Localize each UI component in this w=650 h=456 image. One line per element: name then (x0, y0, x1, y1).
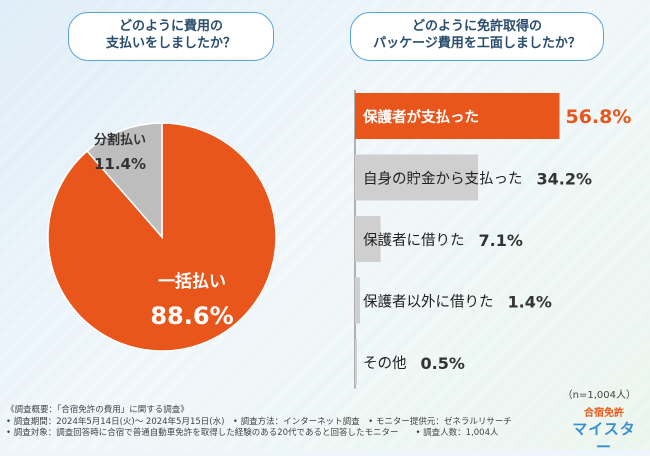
bar-category-label: 自身の貯金から支払った (363, 171, 523, 188)
left-title-line1: どのように費用の (118, 19, 223, 34)
bar-value-label: 7.1% (479, 231, 523, 250)
right-chart-title: どのように免許取得の パッケージ費用を工面しましたか？ (350, 12, 604, 61)
bar-value-label: 0.5% (421, 354, 465, 373)
pie-label-value: 88.6% (150, 302, 233, 330)
left-title-line2: 支払いをしましたか？ (105, 36, 236, 51)
bar-category-label: 保護者以外に借りた (363, 294, 494, 311)
pie-slice-1 (86, 122, 163, 240)
bar-value-label: 1.4% (508, 293, 552, 312)
right-title-line1: どのように免許取得の (411, 19, 542, 34)
bar-1 (355, 154, 479, 201)
bar-category-label: その他 (363, 355, 407, 372)
bar-category-label: 保護者に借りた (363, 232, 465, 249)
bar-category-label: 保護者が支払った (362, 108, 479, 126)
bar-3 (355, 277, 361, 324)
bar-4 (355, 339, 357, 385)
survey-note-line: • 調査期間：2024年5月14日(火)～ 2024年5月15日(水) • 調査… (6, 416, 512, 427)
survey-notes: 《調査概要：「合宿免許の費用」に関する調査》 • 調査期間：2024年5月14日… (6, 405, 512, 440)
bar-value-label: 34.2% (537, 170, 593, 189)
pie-label-value: 11.4% (94, 155, 146, 173)
sample-size-label: （n=1,004人） (562, 390, 636, 401)
pie-label-category: 分割払い (94, 132, 146, 148)
pie-label-category: 一括払い (158, 271, 226, 292)
bar-2 (355, 216, 381, 262)
left-chart-title: どのように費用の 支払いをしましたか？ (68, 12, 274, 61)
brand-logo: 合宿免許 マイスター (566, 408, 642, 456)
bar-0 (355, 93, 560, 139)
logo-line1: 合宿免許 (584, 408, 624, 419)
pie-slice-0 (47, 122, 277, 352)
survey-note-line: • 調査対象：調査回答時に合宿で普通自動車免許を取得した経験のある20代であると… (6, 428, 499, 438)
right-title-line2: パッケージ費用を工面しましたか？ (373, 36, 581, 51)
logo-line2: マイスター (572, 420, 636, 456)
bar-value-label: 56.8% (565, 106, 631, 128)
survey-note-line: 《調査概要：「合宿免許の費用」に関する調査》 (6, 405, 189, 415)
